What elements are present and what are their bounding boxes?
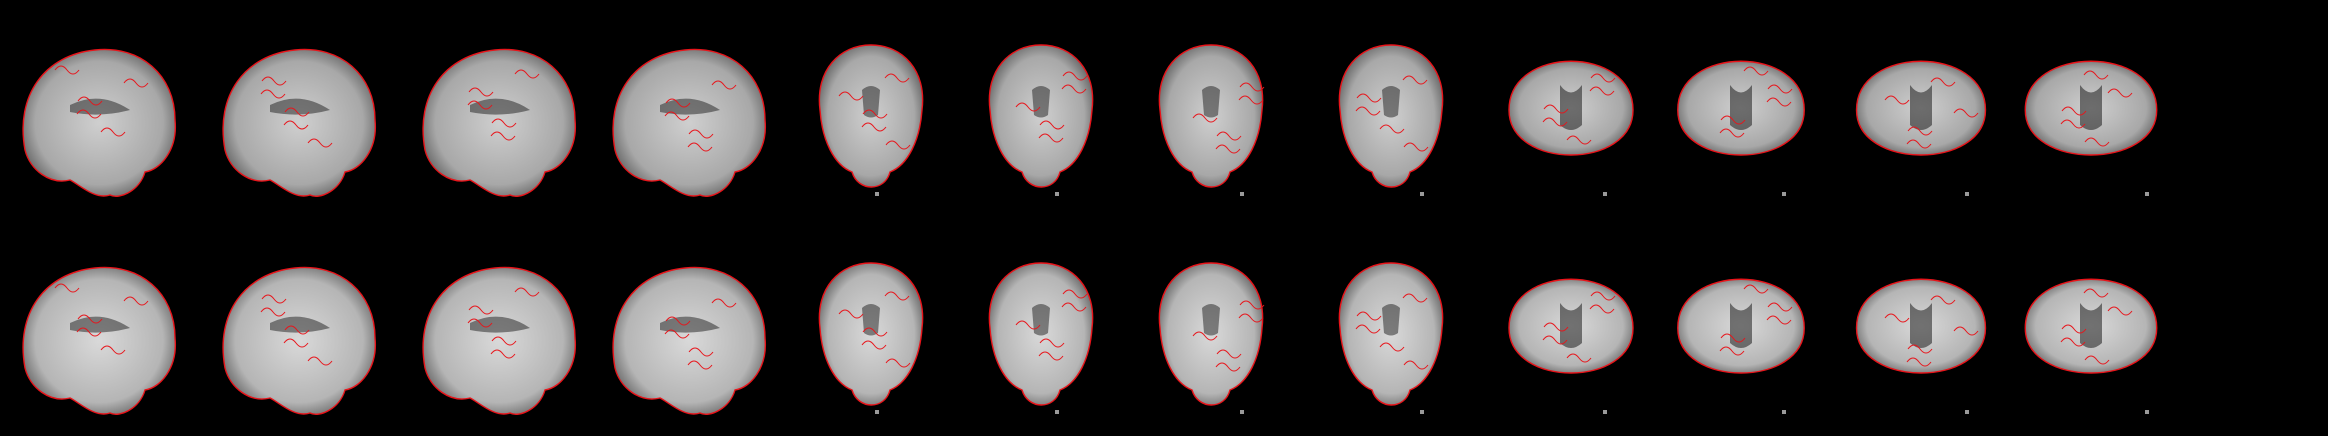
coronal-slice-image (1120, 0, 1302, 218)
orientation-marker (1240, 192, 1244, 196)
sagittal-slice-image (200, 0, 382, 218)
axial-slice-image (2000, 218, 2182, 436)
sagittal-slice-image (400, 218, 582, 436)
orientation-marker (1782, 192, 1786, 196)
axial-slice-image (1650, 0, 1832, 218)
sagittal-slice-image (590, 218, 772, 436)
sagittal-slice-image (0, 218, 182, 436)
axial-slice-image (1830, 0, 2012, 218)
axial-slice-image (1650, 218, 1832, 436)
template-slice-row (0, 218, 2328, 436)
functional-slice-row (0, 0, 2182, 218)
orientation-marker (1055, 410, 1059, 414)
axial-slice-image (1480, 0, 1662, 218)
coronal-slice-image (950, 0, 1132, 218)
orientation-marker (1240, 410, 1244, 414)
orientation-marker (1603, 192, 1607, 196)
sagittal-slice-image (590, 0, 772, 218)
orientation-marker (1420, 410, 1424, 414)
axial-slice-image (2000, 0, 2182, 218)
sagittal-slice-image (400, 0, 582, 218)
coronal-slice-image (1300, 0, 1482, 218)
orientation-marker (2145, 410, 2149, 414)
orientation-marker (1055, 192, 1059, 196)
orientation-marker (1603, 410, 1607, 414)
sagittal-slice-image (200, 218, 382, 436)
orientation-marker (1782, 410, 1786, 414)
orientation-marker (875, 192, 879, 196)
coronal-slice-image (1300, 218, 1482, 436)
coronal-slice-image (780, 0, 962, 218)
orientation-marker (1965, 410, 1969, 414)
sagittal-slice-image (0, 0, 182, 218)
axial-slice-image (1830, 218, 2012, 436)
coronal-slice-image (950, 218, 1132, 436)
axial-slice-image (1480, 218, 1662, 436)
orientation-marker (1965, 192, 1969, 196)
orientation-marker (1420, 192, 1424, 196)
orientation-marker (875, 410, 879, 414)
orientation-marker (2145, 192, 2149, 196)
coronal-slice-image (1120, 218, 1302, 436)
coronal-slice-image (780, 218, 962, 436)
